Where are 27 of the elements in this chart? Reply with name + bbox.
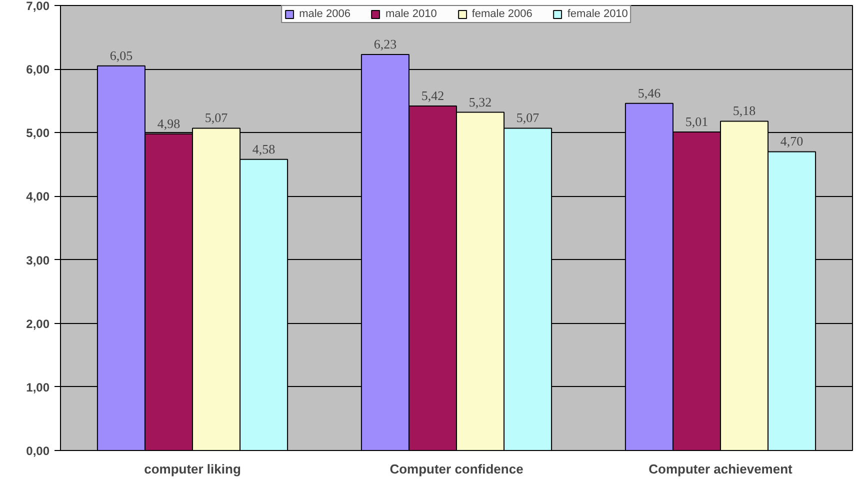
data-label: 5,07 (204, 110, 228, 126)
y-tick-label: 7,00 (26, 0, 50, 13)
y-tick-label: 5,00 (26, 126, 50, 140)
data-label: 6,05 (110, 48, 133, 63)
data-label: 4,58 (252, 141, 276, 156)
data-label: 6,23 (374, 36, 397, 52)
data-label: 4,70 (780, 134, 804, 149)
x-tick-label: Computer achievement (648, 462, 794, 476)
y-tick-label: 6,00 (26, 62, 50, 77)
data-label: 5,32 (468, 94, 492, 110)
y-tick-label: 3,00 (26, 253, 50, 268)
legend-label: female 2010 (567, 8, 628, 20)
legend-label: male 2010 (385, 8, 437, 20)
x-tick-label: Computer confidence (390, 462, 524, 476)
y-tick-label: 4,00 (26, 190, 50, 204)
data-label: 5,46 (638, 85, 662, 100)
data-label: 4,98 (157, 116, 180, 131)
y-tick-label: 0,00 (26, 444, 50, 458)
data-label: 5,01 (685, 114, 708, 130)
data-label: 5,07 (516, 110, 540, 126)
x-tick-label: computer liking (144, 462, 241, 476)
legend-label: male 2006 (299, 8, 350, 20)
y-tick-label: 1,00 (26, 380, 50, 394)
data-label: 5,42 (421, 88, 444, 103)
legend-label: female 2006 (472, 8, 532, 20)
y-tick-label: 2,00 (26, 316, 50, 331)
data-label: 5,18 (732, 103, 756, 118)
